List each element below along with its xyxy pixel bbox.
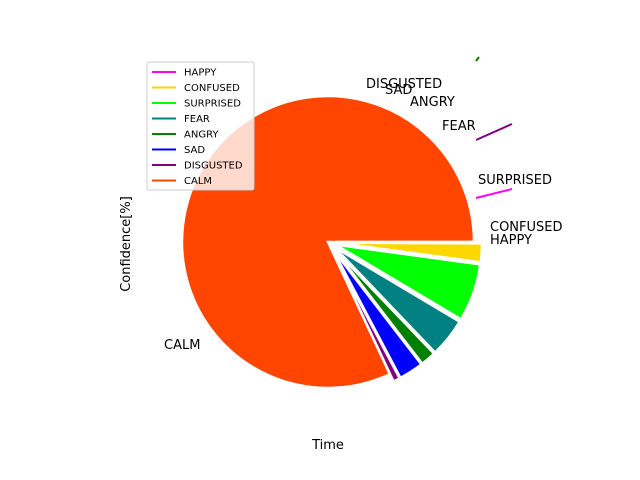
legend-label-fear: FEAR [184, 114, 210, 125]
slice-label-calm: CALM [164, 338, 200, 353]
leader-mark-happy [475, 188, 513, 199]
slice-label-angry: ANGRY [410, 95, 455, 110]
pie-slice-surprised [334, 243, 482, 322]
legend-item-angry: ANGRY [152, 130, 219, 141]
legend-label-surprised: SURPRISED [184, 99, 241, 110]
legend-frame [146, 61, 255, 191]
pie-slice-fear [333, 245, 462, 355]
legend-item-disgusted: DISGUSTED [152, 161, 243, 172]
legend-label-disgusted: DISGUSTED [184, 161, 243, 172]
pie-slice-angry [332, 247, 436, 366]
slice-label-disgusted: DISGUSTED [366, 77, 442, 92]
legend-label-happy: HAPPY [184, 68, 217, 79]
legend-item-calm: CALM [152, 176, 212, 187]
legend-item-surprised: SURPRISED [152, 99, 241, 110]
leader-mark-disgusted [475, 123, 513, 141]
slice-label-happy: HAPPY [490, 233, 532, 248]
legend-label-calm: CALM [184, 176, 212, 187]
legend-item-fear: FEAR [152, 114, 210, 125]
x-axis-label: Time [311, 438, 344, 453]
y-axis-label: Confidence[%] [119, 196, 134, 292]
legend: HAPPY CONFUSED SURPRISED FEAR ANGRY SAD DISGUS… [146, 61, 255, 191]
legend-item-confused: CONFUSED [152, 83, 240, 94]
pie-slice-happy [335, 240, 484, 245]
leader-mark-angry [475, 56, 480, 62]
slice-label-sad: SAD [385, 83, 412, 98]
slice-label-confused: CONFUSED [490, 220, 563, 235]
pie-slices [180, 94, 484, 390]
legend-item-happy: HAPPY [152, 68, 217, 79]
legend-label-sad: SAD [184, 145, 205, 156]
legend-label-angry: ANGRY [184, 130, 219, 141]
pie-slice-labels: CALMDISGUSTEDSADANGRYFEARSURPRISEDCONFUS… [164, 56, 563, 353]
legend-item-sad: SAD [152, 145, 205, 156]
legend-label-confused: CONFUSED [184, 83, 240, 94]
slice-label-surprised: SURPRISED [478, 173, 552, 188]
slice-label-fear: FEAR [442, 119, 476, 134]
